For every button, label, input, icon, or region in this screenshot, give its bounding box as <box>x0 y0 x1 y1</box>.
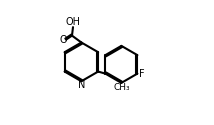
Text: F: F <box>139 69 144 79</box>
Text: O: O <box>60 35 68 45</box>
Text: N: N <box>78 80 85 90</box>
Text: CH₃: CH₃ <box>113 83 130 92</box>
Text: OH: OH <box>65 17 80 27</box>
